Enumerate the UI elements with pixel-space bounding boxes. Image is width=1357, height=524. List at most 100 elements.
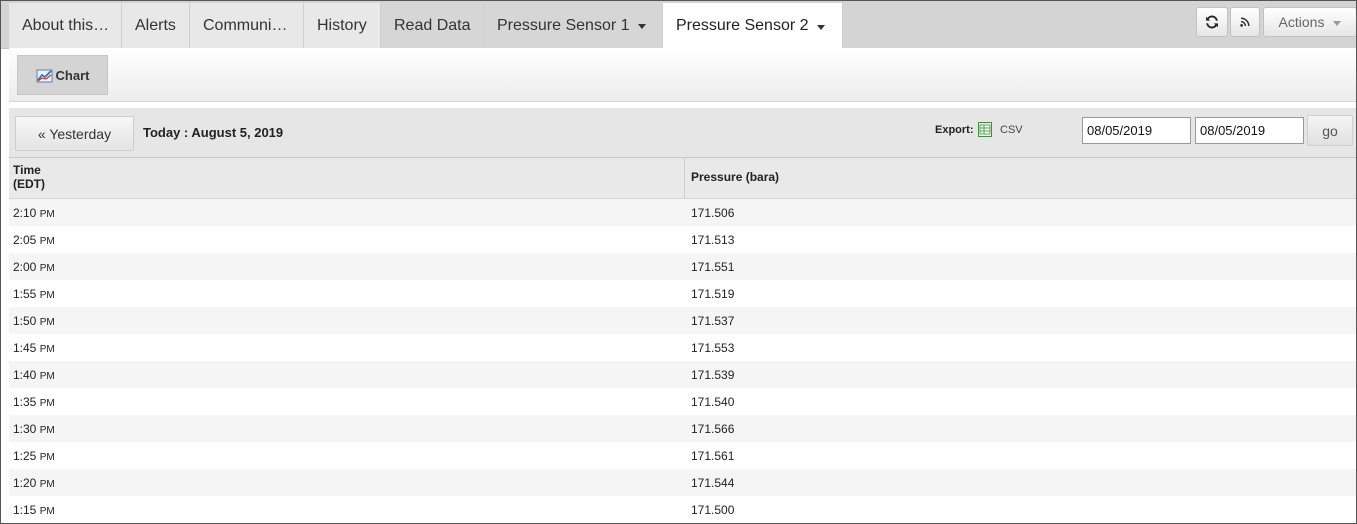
time-value: 1:35	[13, 395, 37, 409]
time-value: 2:10	[13, 206, 37, 220]
ampm-value: PM	[39, 425, 55, 436]
ampm-value: PM	[39, 290, 55, 301]
tab-label: Pressure Sensor 1	[497, 16, 630, 34]
time-value: 1:40	[13, 368, 37, 382]
rss-icon	[1240, 17, 1250, 27]
time-value: 1:25	[13, 449, 37, 463]
time-header-label: Time	[13, 163, 41, 177]
pressure-cell: 171.551	[691, 260, 735, 274]
tab-about[interactable]: About this…	[9, 3, 122, 48]
tab-pressure-sensor-1[interactable]: Pressure Sensor 1	[484, 3, 663, 48]
time-value: 2:05	[13, 233, 37, 247]
ampm-value: PM	[39, 371, 55, 382]
tab-label: Read Data	[394, 16, 471, 34]
yesterday-button[interactable]: « Yesterday	[15, 116, 134, 151]
table-body: 2:10 PM 171.506 2:05 PM 171.513 2:00 PM 171.5…	[9, 199, 1356, 523]
pressure-cell: 171.519	[691, 287, 735, 301]
pressure-cell: 171.566	[691, 422, 735, 436]
time-cell: 2:00 PM	[13, 260, 55, 274]
ampm-value: PM	[39, 398, 55, 409]
time-cell: 2:05 PM	[13, 233, 55, 247]
csv-export-link[interactable]: CSV	[1000, 124, 1023, 136]
date-navigation-bar: « Yesterday Today : August 5, 2019 Expor…	[9, 108, 1356, 158]
table-row: 1:30 PM 171.566	[9, 415, 1356, 442]
table-header: Time (EDT) Pressure (bara)	[9, 158, 1356, 199]
pressure-column-header[interactable]: Pressure (bara)	[691, 170, 780, 184]
pressure-cell: 171.513	[691, 233, 735, 247]
current-date-label: Today : August 5, 2019	[143, 125, 284, 140]
actions-dropdown[interactable]: Actions	[1263, 7, 1356, 37]
time-value: 1:30	[13, 422, 37, 436]
pressure-cell: 171.553	[691, 341, 735, 355]
time-value: 1:50	[13, 314, 37, 328]
chevron-down-icon	[816, 24, 825, 30]
time-value: 1:15	[13, 503, 37, 517]
ampm-value: PM	[39, 236, 55, 247]
chart-label: Chart	[55, 67, 90, 83]
table-row: 1:25 PM 171.561	[9, 442, 1356, 469]
pressure-cell: 171.539	[691, 368, 735, 382]
pressure-cell: 171.500	[691, 503, 735, 517]
table-row: 1:35 PM 171.540	[9, 388, 1356, 415]
table-row: 1:45 PM 171.553	[9, 334, 1356, 361]
tab-label: Pressure Sensor 2	[676, 17, 809, 34]
ampm-value: PM	[39, 479, 55, 490]
line-chart-icon	[36, 69, 53, 82]
tab-communication[interactable]: Communi…	[190, 3, 304, 48]
time-cell: 1:55 PM	[13, 287, 55, 301]
chart-button[interactable]: Chart	[17, 55, 108, 95]
ampm-value: PM	[39, 344, 55, 355]
time-cell: 1:35 PM	[13, 395, 55, 409]
tab-label: Communi…	[203, 16, 288, 34]
time-value: 2:00	[13, 260, 37, 274]
rss-button[interactable]	[1230, 7, 1260, 37]
end-date-input[interactable]	[1195, 117, 1304, 144]
ampm-value: PM	[39, 317, 55, 328]
time-column-header[interactable]: Time (EDT)	[13, 163, 45, 191]
column-divider	[684, 158, 685, 198]
pressure-cell: 171.506	[691, 206, 735, 220]
tab-label: History	[317, 16, 367, 34]
ampm-value: PM	[39, 263, 55, 274]
actions-label: Actions	[1278, 14, 1325, 30]
export-label: Export:	[935, 124, 974, 136]
time-cell: 1:50 PM	[13, 314, 55, 328]
go-button[interactable]: go	[1307, 115, 1353, 146]
table-row: 1:40 PM 171.539	[9, 361, 1356, 388]
table-row: 1:15 PM 171.500	[9, 496, 1356, 523]
tab-alerts[interactable]: Alerts	[122, 3, 190, 48]
time-value: 1:55	[13, 287, 37, 301]
pressure-cell: 171.561	[691, 449, 735, 463]
time-cell: 1:15 PM	[13, 503, 55, 517]
time-value: 1:45	[13, 341, 37, 355]
start-date-input[interactable]	[1082, 117, 1191, 144]
time-cell: 1:25 PM	[13, 449, 55, 463]
tab-bar: About this… Alerts Communi… History Read…	[1, 1, 1356, 49]
data-table: Time (EDT) Pressure (bara) 2:10 PM 171.50…	[9, 158, 1356, 523]
table-row: 1:50 PM 171.537	[9, 307, 1356, 334]
ampm-value: PM	[39, 506, 55, 517]
refresh-button[interactable]	[1196, 7, 1228, 37]
ampm-value: PM	[39, 452, 55, 463]
time-cell: 1:45 PM	[13, 341, 55, 355]
table-row: 1:55 PM 171.519	[9, 280, 1356, 307]
pressure-cell: 171.537	[691, 314, 735, 328]
time-cell: 1:20 PM	[13, 476, 55, 490]
timezone-header-label: (EDT)	[13, 177, 45, 191]
table-row: 2:10 PM 171.506	[9, 199, 1356, 226]
tab-pressure-sensor-2[interactable]: Pressure Sensor 2	[663, 3, 843, 49]
ampm-value: PM	[39, 209, 55, 220]
spreadsheet-icon[interactable]	[978, 122, 992, 137]
tab-history[interactable]: History	[304, 3, 381, 48]
chevron-down-icon	[1333, 20, 1342, 26]
chevron-down-icon	[637, 24, 646, 29]
time-value: 1:20	[13, 476, 37, 490]
table-row: 2:00 PM 171.551	[9, 253, 1356, 280]
tab-read-data[interactable]: Read Data	[381, 3, 484, 48]
pressure-cell: 171.540	[691, 395, 735, 409]
tab-label: Alerts	[135, 16, 176, 34]
time-cell: 1:40 PM	[13, 368, 55, 382]
tab-label: About this…	[22, 16, 110, 34]
refresh-icon	[1206, 15, 1218, 29]
